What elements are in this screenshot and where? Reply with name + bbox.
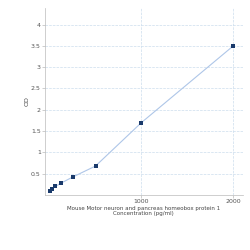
Point xyxy=(48,189,52,193)
Point xyxy=(59,181,63,185)
Point xyxy=(231,44,235,48)
Point xyxy=(53,184,57,188)
Point xyxy=(70,175,74,179)
Point xyxy=(50,186,54,190)
Y-axis label: OD: OD xyxy=(24,96,29,106)
X-axis label: Mouse Motor neuron and pancreas homeobox protein 1
Concentration (pg/ml): Mouse Motor neuron and pancreas homeobox… xyxy=(67,206,220,216)
Point xyxy=(94,164,98,168)
Point xyxy=(140,120,143,124)
